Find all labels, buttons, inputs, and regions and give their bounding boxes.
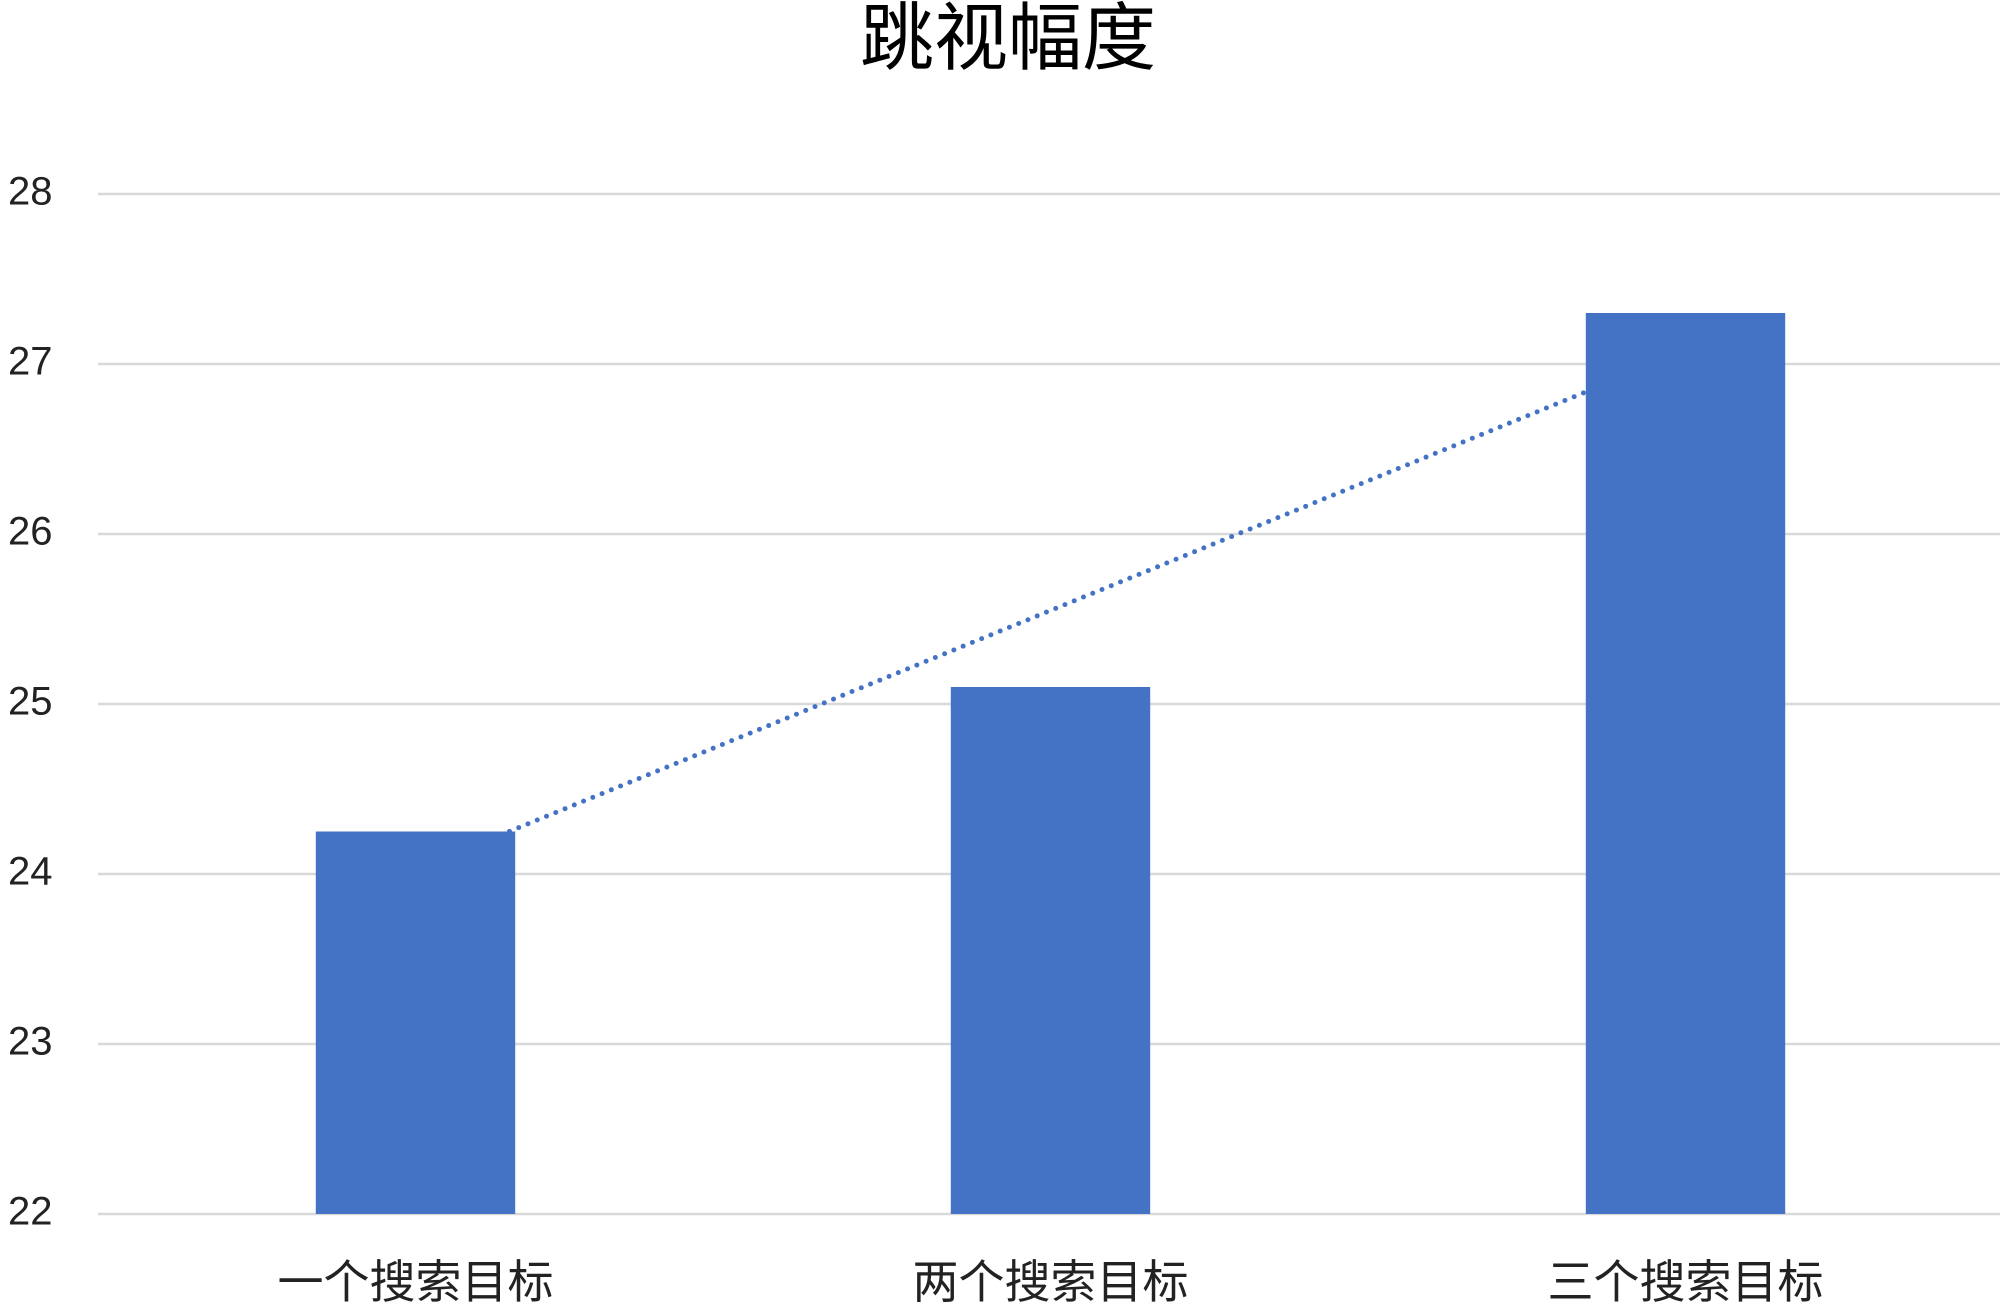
y-tick-label: 27 xyxy=(8,340,53,384)
bar xyxy=(950,687,1151,1214)
y-tick-label: 23 xyxy=(8,1020,53,1064)
y-tick-label: 26 xyxy=(8,510,53,554)
x-tick-label: 三个搜索目标 xyxy=(1548,1256,1824,1308)
trendline xyxy=(506,389,1589,834)
x-tick-label: 一个搜索目标 xyxy=(278,1256,554,1308)
x-tick-label: 两个搜索目标 xyxy=(913,1256,1189,1308)
chart-title: 跳视幅度 xyxy=(860,0,1156,80)
y-tick-label: 28 xyxy=(8,170,53,214)
y-tick-label: 22 xyxy=(8,1190,53,1234)
y-tick-label: 25 xyxy=(8,680,53,724)
bar xyxy=(315,831,516,1214)
y-tick-label: 24 xyxy=(8,850,53,894)
bar xyxy=(1585,313,1786,1214)
